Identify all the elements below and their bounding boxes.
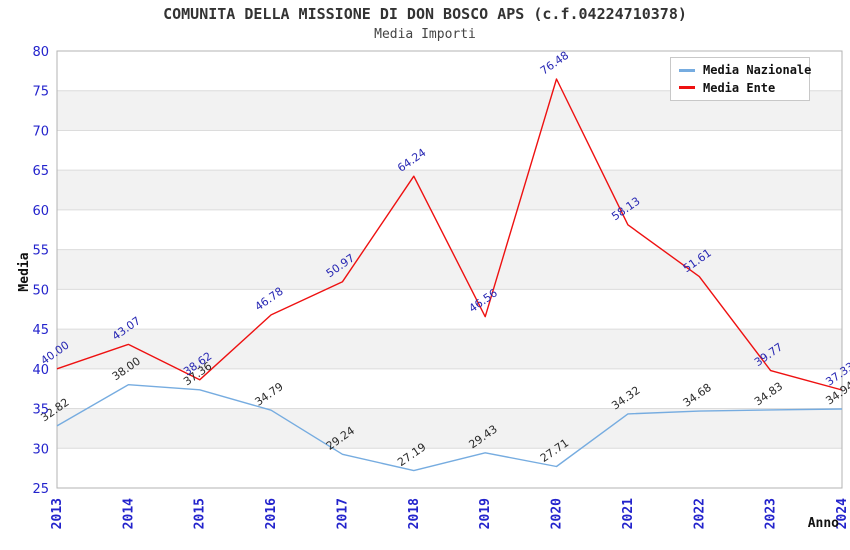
y-tick-label: 55 — [32, 244, 49, 259]
legend-item-media-nazionale: Media Nazionale — [679, 63, 811, 77]
y-tick-label: 50 — [32, 283, 49, 298]
plot-band — [57, 249, 842, 290]
y-tick-label: 45 — [32, 323, 49, 338]
value-label: 34.68 — [681, 381, 714, 410]
x-tick-label: 2015 — [193, 498, 208, 529]
x-tick-label: 2016 — [264, 498, 279, 529]
legend-item-media-ente: Media Ente — [679, 81, 801, 95]
y-axis-title: Media — [17, 252, 32, 291]
y-tick-label: 80 — [32, 45, 49, 60]
plot-band — [57, 170, 842, 210]
legend-swatch-media-ente-icon — [679, 86, 695, 90]
value-label: 76.48 — [538, 49, 571, 78]
y-tick-label: 30 — [32, 442, 49, 457]
x-tick-label: 2021 — [621, 498, 636, 529]
legend-label-media-ente: Media Ente — [703, 80, 776, 95]
series-line-media-nazionale — [56, 384, 843, 472]
y-tick-label: 70 — [32, 124, 49, 139]
y-tick-label: 60 — [32, 204, 49, 219]
chart-subtitle: Media Importi — [374, 27, 476, 42]
value-label: 34.79 — [252, 380, 285, 409]
x-tick-label: 2014 — [121, 498, 136, 529]
x-tick-label: 2022 — [692, 498, 707, 529]
x-tick-label: 2023 — [764, 498, 779, 529]
x-tick-label: 2019 — [478, 498, 493, 529]
x-axis-title: Anno — [808, 516, 839, 531]
legend-label-media-nazionale: Media Nazionale — [703, 63, 812, 78]
legend: Media Nazionale Media Ente — [670, 57, 811, 101]
value-label: 34.83 — [752, 380, 785, 409]
y-tick-label: 40 — [32, 363, 49, 378]
x-tick-label: 2020 — [550, 498, 565, 529]
chart-title: COMUNITA DELLA MISSIONE DI DON BOSCO APS… — [163, 5, 687, 23]
y-tick-label: 65 — [32, 164, 49, 179]
y-tick-label: 75 — [32, 85, 49, 100]
y-tick-label: 25 — [32, 482, 49, 497]
series-line-media-ente — [56, 78, 843, 391]
x-tick-label: 2018 — [407, 498, 422, 529]
legend-swatch-media-nazionale-icon — [679, 68, 695, 72]
y-tick-label: 35 — [32, 403, 49, 418]
x-tick-label: 2024 — [835, 498, 850, 529]
x-tick-label: 2017 — [335, 498, 350, 529]
x-tick-label: 2013 — [50, 498, 65, 529]
plot-band — [57, 408, 842, 449]
plot-band — [57, 329, 842, 369]
plot-frame — [56, 50, 843, 489]
